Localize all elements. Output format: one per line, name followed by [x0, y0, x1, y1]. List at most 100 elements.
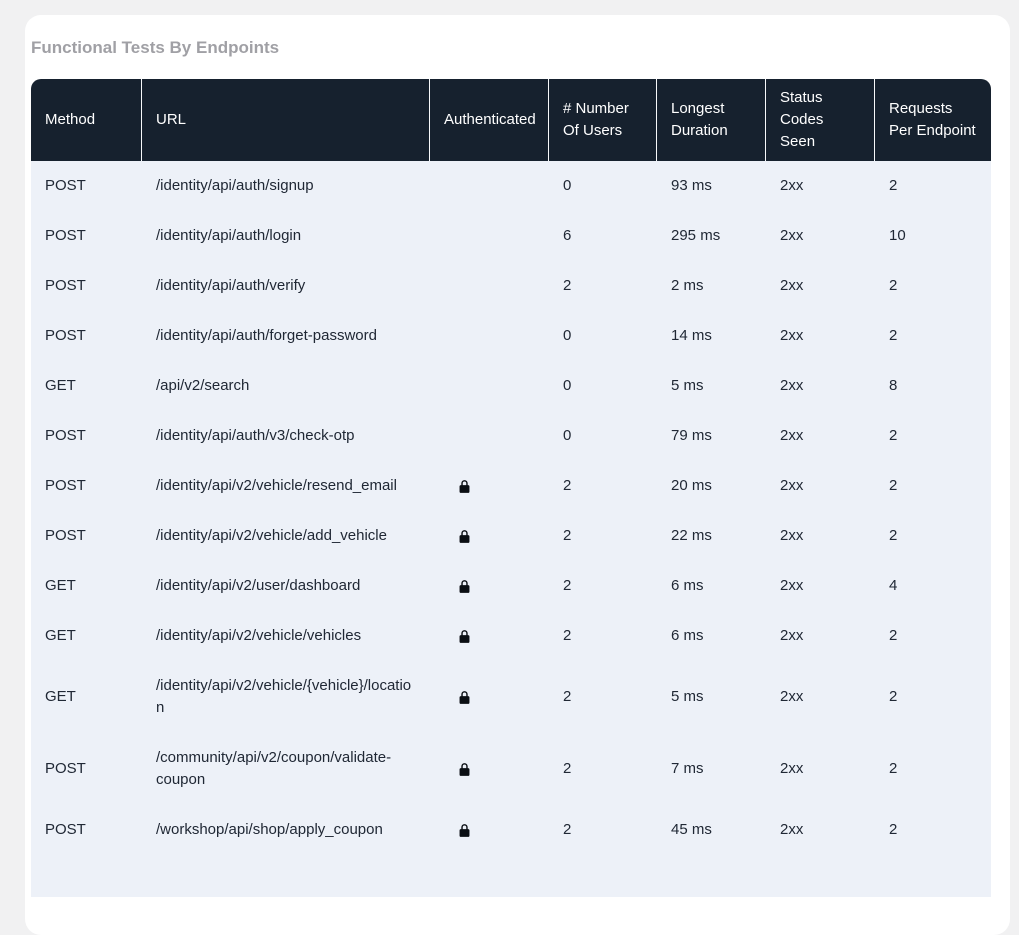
cell-duration: 20 ms — [657, 461, 766, 511]
cell-url: /identity/api/auth/v3/check-otp — [142, 411, 430, 461]
cell-method: POST — [31, 261, 142, 311]
cell-requests: 2 — [875, 411, 991, 461]
col-header-status-codes: Status Codes Seen — [766, 79, 875, 161]
cell-auth — [430, 311, 549, 361]
cell-auth — [430, 211, 549, 261]
table-row: POST/identity/api/auth/forget-password 0 1… — [31, 311, 991, 361]
cell-auth — [430, 461, 549, 511]
col-header-url: URL — [142, 79, 430, 161]
cell-auth — [430, 161, 549, 211]
cell-duration: 2 ms — [657, 261, 766, 311]
cell-url: /identity/api/auth/forget-password — [142, 311, 430, 361]
lock-icon — [456, 761, 535, 778]
cell-method: POST — [31, 805, 142, 855]
table-row: GET/identity/api/v2/vehicle/vehicles 2 6 m… — [31, 611, 991, 661]
cell-users: 6 — [549, 211, 657, 261]
cell-auth — [430, 611, 549, 661]
cell-requests: 2 — [875, 661, 991, 733]
cell-users: 2 — [549, 733, 657, 805]
table-row: POST/identity/api/v2/vehicle/resend_emai… — [31, 461, 991, 511]
cell-status: 2xx — [766, 361, 875, 411]
cell-users: 2 — [549, 511, 657, 561]
cell-url: /identity/api/v2/vehicle/vehicles — [142, 611, 430, 661]
card-title: Functional Tests By Endpoints — [31, 38, 280, 57]
cell-requests: 8 — [875, 361, 991, 411]
cell-url: /identity/api/auth/signup — [142, 161, 430, 211]
table-row: GET/identity/api/v2/user/dashboard 2 6 ms 2… — [31, 561, 991, 611]
table-row: GET/identity/api/v2/vehicle/{vehicle}/lo… — [31, 661, 991, 733]
cell-method: GET — [31, 661, 142, 733]
cell-users: 0 — [549, 311, 657, 361]
cell-auth — [430, 661, 549, 733]
table-row: POST/identity/api/auth/verify 2 2 ms 2xx 2 — [31, 261, 991, 311]
cell-status: 2xx — [766, 311, 875, 361]
cell-status: 2xx — [766, 511, 875, 561]
cell-duration: 93 ms — [657, 161, 766, 211]
cell-requests: 2 — [875, 611, 991, 661]
cell-url: /identity/api/v2/vehicle/add_vehicle — [142, 511, 430, 561]
cell-duration: 5 ms — [657, 361, 766, 411]
cell-url: /api/v2/search — [142, 361, 430, 411]
cell-url: /identity/api/v2/user/dashboard — [142, 561, 430, 611]
cell-auth — [430, 561, 549, 611]
cell-requests: 4 — [875, 561, 991, 611]
cell-status: 2xx — [766, 733, 875, 805]
lock-icon — [456, 628, 535, 645]
cell-auth — [430, 411, 549, 461]
cell-auth — [430, 805, 549, 855]
functional-tests-card: Functional Tests By Endpoints Method URL… — [25, 15, 1010, 935]
cell-status: 2xx — [766, 261, 875, 311]
table-row: POST/identity/api/auth/v3/check-otp 0 79 m… — [31, 411, 991, 461]
table-row: POST/identity/api/auth/login 6 295 ms 2xx 10 — [31, 211, 991, 261]
cell-requests: 2 — [875, 733, 991, 805]
table-row: POST/community/api/v2/coupon/validate-co… — [31, 733, 991, 805]
table-row: POST/workshop/api/shop/apply_coupon 2 45 m… — [31, 805, 991, 855]
cell-requests: 2 — [875, 461, 991, 511]
cell-method: POST — [31, 411, 142, 461]
cell-users: 2 — [549, 261, 657, 311]
cell-method: POST — [31, 511, 142, 561]
cell-requests: 10 — [875, 211, 991, 261]
cell-status: 2xx — [766, 411, 875, 461]
cell-users: 2 — [549, 561, 657, 611]
cell-status: 2xx — [766, 461, 875, 511]
cell-requests: 2 — [875, 261, 991, 311]
cell-requests: 2 — [875, 511, 991, 561]
cell-status: 2xx — [766, 161, 875, 211]
lock-icon — [456, 822, 535, 839]
cell-method: GET — [31, 361, 142, 411]
cell-requests: 2 — [875, 161, 991, 211]
cell-users: 2 — [549, 461, 657, 511]
cell-status: 2xx — [766, 661, 875, 733]
cell-url: /identity/api/auth/verify — [142, 261, 430, 311]
cell-requests: 2 — [875, 311, 991, 361]
cell-status: 2xx — [766, 561, 875, 611]
cell-requests: 2 — [875, 805, 991, 855]
lock-icon — [456, 578, 535, 595]
col-header-method: Method — [31, 79, 142, 161]
col-header-longest-duration: Longest Duration — [657, 79, 766, 161]
cell-url: /community/api/v2/coupon/validate-coupon — [142, 733, 430, 805]
cell-users: 2 — [549, 611, 657, 661]
cell-duration: 5 ms — [657, 661, 766, 733]
col-header-authenticated: Authenticated — [430, 79, 549, 161]
cell-duration: 6 ms — [657, 561, 766, 611]
cell-users: 2 — [549, 661, 657, 733]
table-row: POST/identity/api/v2/vehicle/add_vehicle… — [31, 511, 991, 561]
cell-url: /identity/api/v2/vehicle/{vehicle}/locat… — [142, 661, 430, 733]
cell-users: 2 — [549, 805, 657, 855]
cell-duration: 7 ms — [657, 733, 766, 805]
lock-icon — [456, 689, 535, 706]
lock-icon — [456, 478, 535, 495]
table-row: POST/identity/api/auth/signup 0 93 ms 2xx 2 — [31, 161, 991, 211]
cell-duration: 295 ms — [657, 211, 766, 261]
cell-duration: 14 ms — [657, 311, 766, 361]
cell-users: 0 — [549, 411, 657, 461]
cell-users: 0 — [549, 161, 657, 211]
cell-auth — [430, 261, 549, 311]
cell-auth — [430, 733, 549, 805]
col-header-users: # Number Of Users — [549, 79, 657, 161]
cell-method: GET — [31, 561, 142, 611]
cell-status: 2xx — [766, 611, 875, 661]
endpoints-table-wrap: Method URL Authenticated # Number Of Use… — [31, 79, 991, 897]
